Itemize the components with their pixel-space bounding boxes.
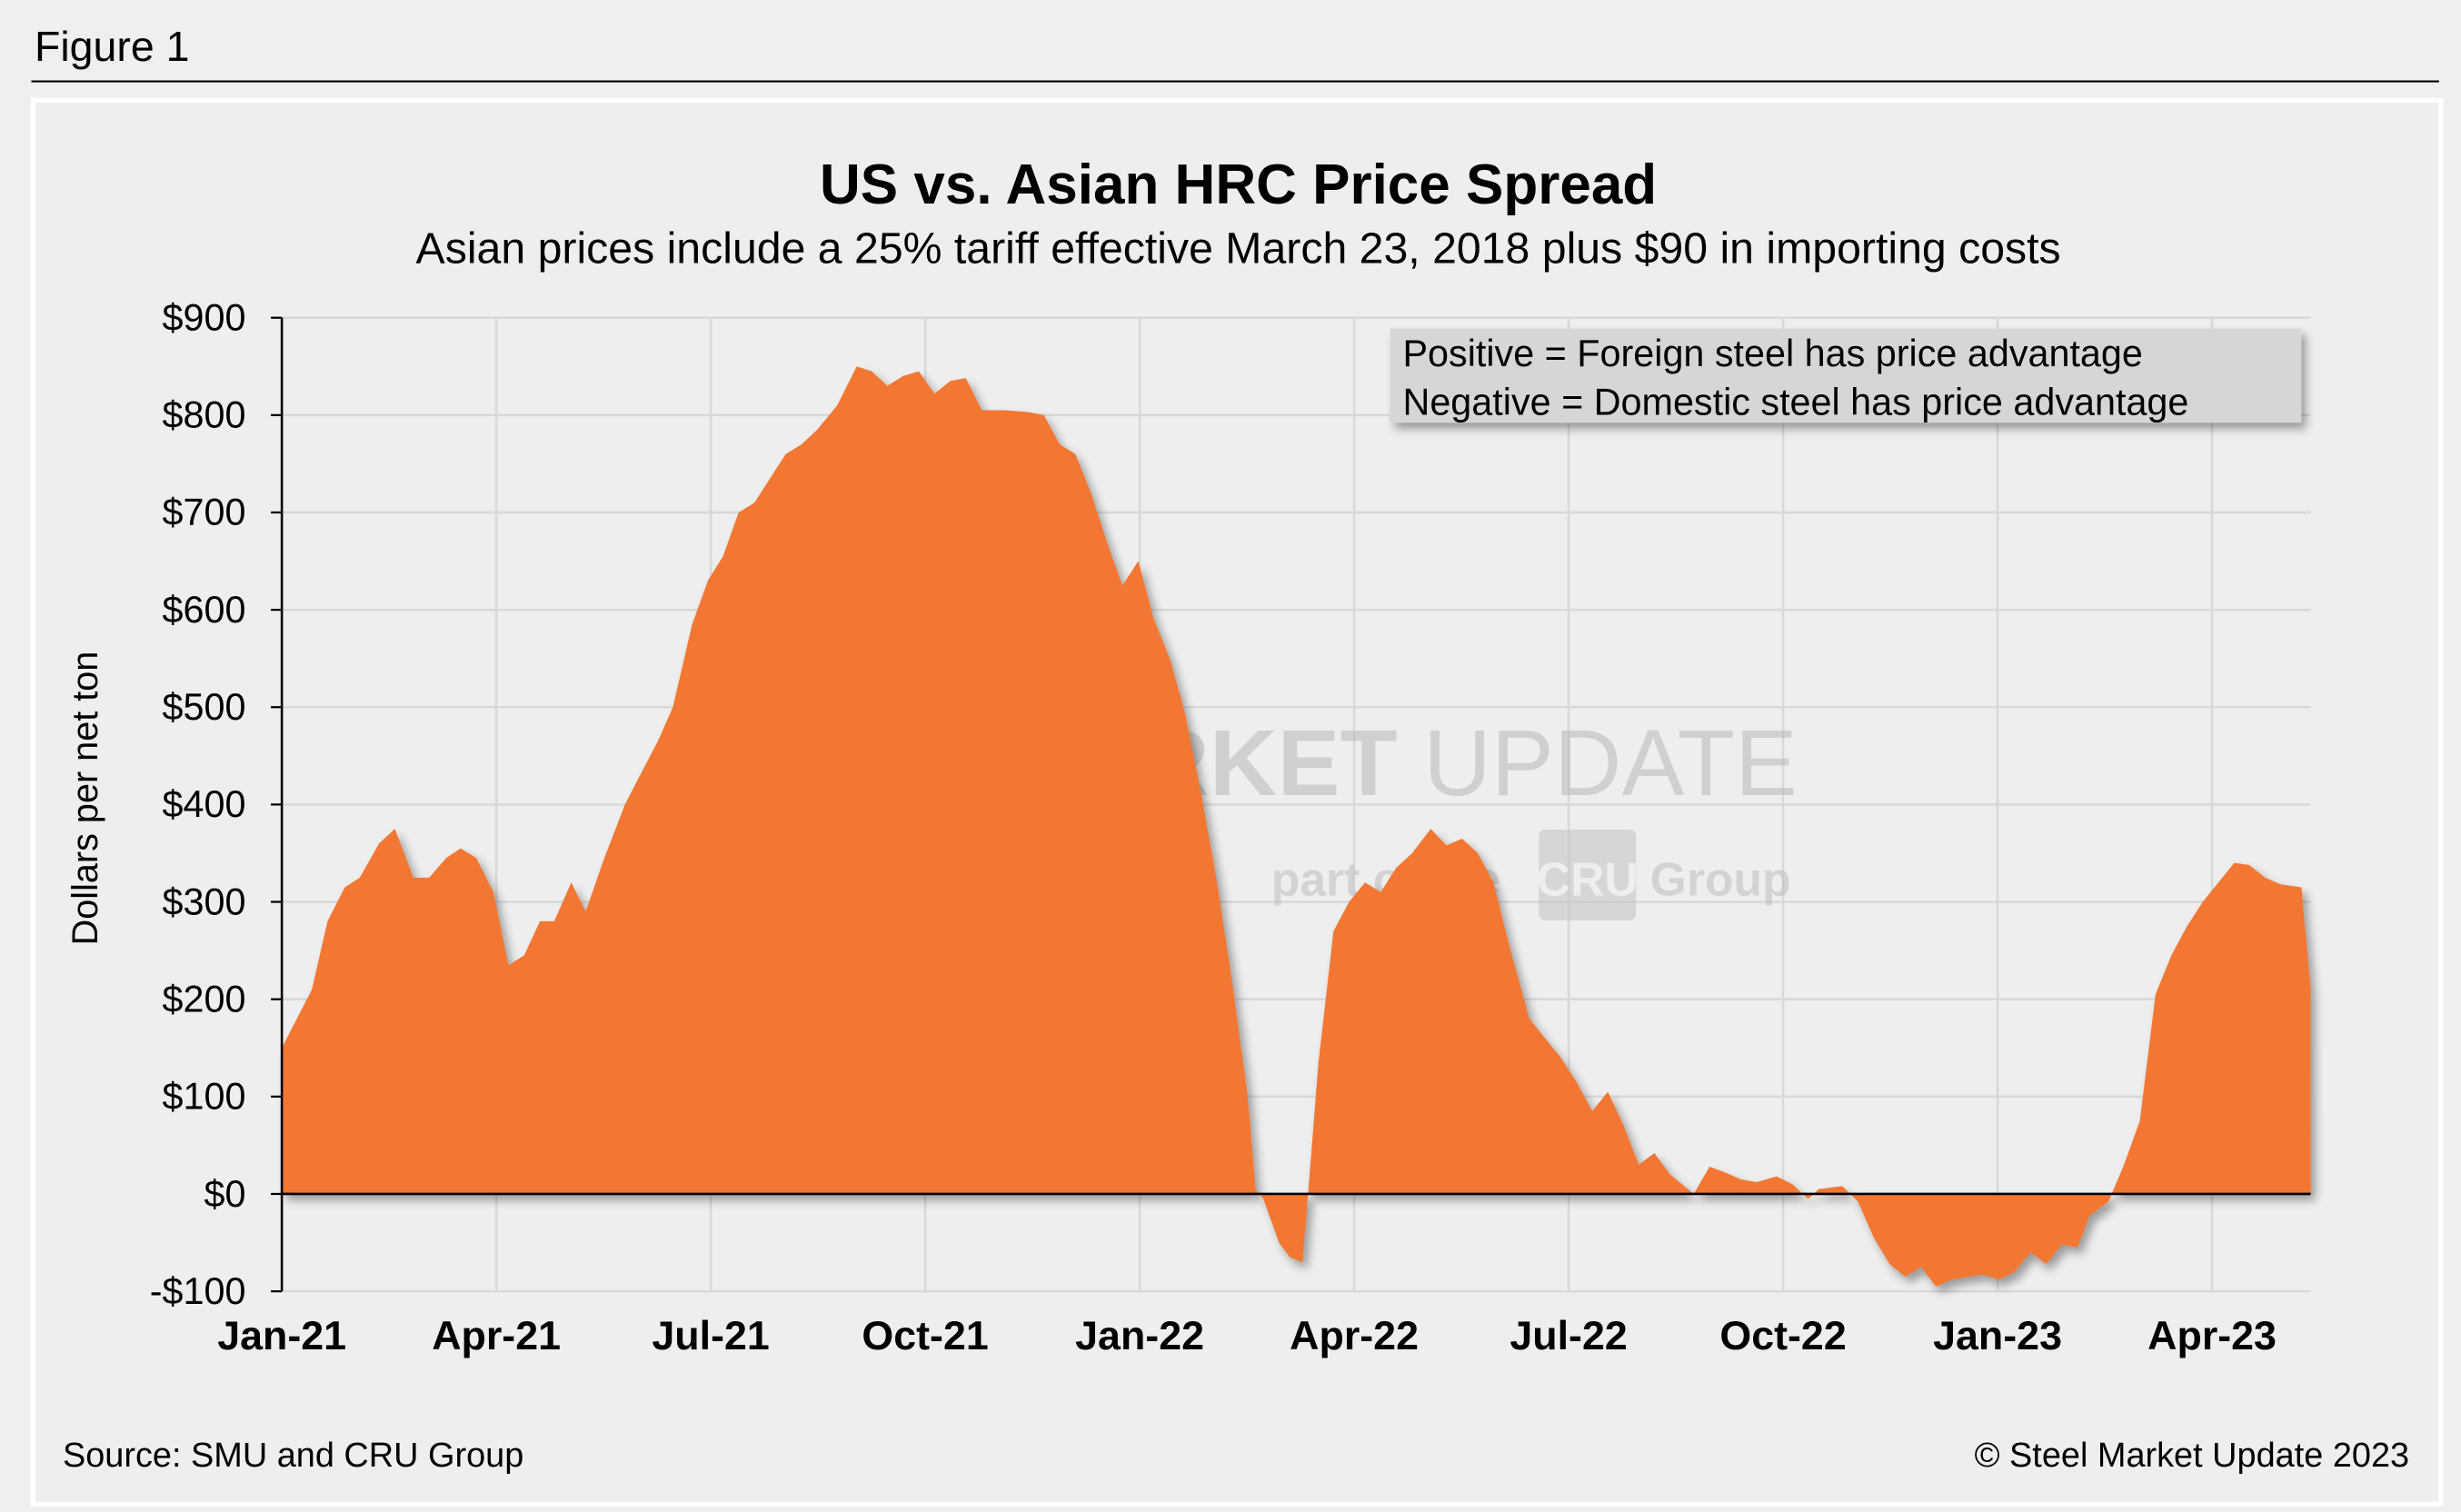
y-tick-label: $100 — [163, 1076, 246, 1118]
x-tick-label: Jan-23 — [1933, 1313, 2062, 1358]
x-tick-label: Apr-23 — [2147, 1313, 2277, 1358]
axes — [271, 316, 2311, 1293]
legend-negative: Negative = Domestic steel has price adva… — [1402, 381, 2188, 423]
y-tick-label: $800 — [163, 394, 246, 436]
y-tick-label: $700 — [163, 492, 246, 533]
x-tick-labels: Jan-21 Apr-21 Jul-21 Oct-21 Jan-22 Apr-22 Jul-… — [217, 1313, 2277, 1358]
x-tick-label: Apr-21 — [432, 1313, 561, 1358]
chart-title: US vs. Asian HRC Price Spread — [820, 154, 1657, 216]
y-tick-label: -$100 — [150, 1270, 246, 1312]
svg-text:Group: Group — [1650, 852, 1791, 905]
y-tick-label: $0 — [204, 1173, 246, 1215]
x-tick-label: Jul-21 — [652, 1313, 769, 1358]
y-tick-labels: -$100 $0 $100 $200 $300 $400 $500 $600 $700 $800 $… — [150, 296, 246, 1311]
y-tick-label: $900 — [163, 296, 246, 338]
chart-subtitle: Asian prices include a 25% tariff effect… — [416, 224, 2061, 273]
svg-text:CRU: CRU — [1537, 852, 1639, 905]
x-tick-label: Apr-22 — [1290, 1313, 1419, 1358]
spread-area — [282, 366, 2311, 1287]
x-tick-label: Oct-21 — [862, 1313, 988, 1358]
source-note: Source: SMU and CRU Group — [63, 1437, 523, 1475]
y-tick-label: $500 — [163, 686, 246, 728]
y-tick-label: $200 — [163, 978, 246, 1020]
figure-label: Figure 1 — [35, 23, 190, 70]
y-tick-label: $600 — [163, 589, 246, 631]
x-tick-label: Oct-22 — [1719, 1313, 1846, 1358]
y-axis-label: Dollars per net ton — [65, 652, 105, 946]
copyright-note: © Steel Market Update 2023 — [1975, 1437, 2409, 1475]
y-tick-label: $300 — [163, 880, 246, 922]
legend-positive: Positive = Foreign steel has price advan… — [1402, 333, 2142, 374]
x-tick-label: Jul-22 — [1509, 1313, 1627, 1358]
legend-box — [1390, 328, 2302, 423]
x-tick-label: Jan-21 — [217, 1313, 346, 1358]
x-tick-label: Jan-22 — [1075, 1313, 1204, 1358]
y-tick-label: $400 — [163, 783, 246, 825]
legend-note: Positive = Foreign steel has price advan… — [1390, 328, 2302, 423]
gridlines — [282, 316, 2311, 1293]
